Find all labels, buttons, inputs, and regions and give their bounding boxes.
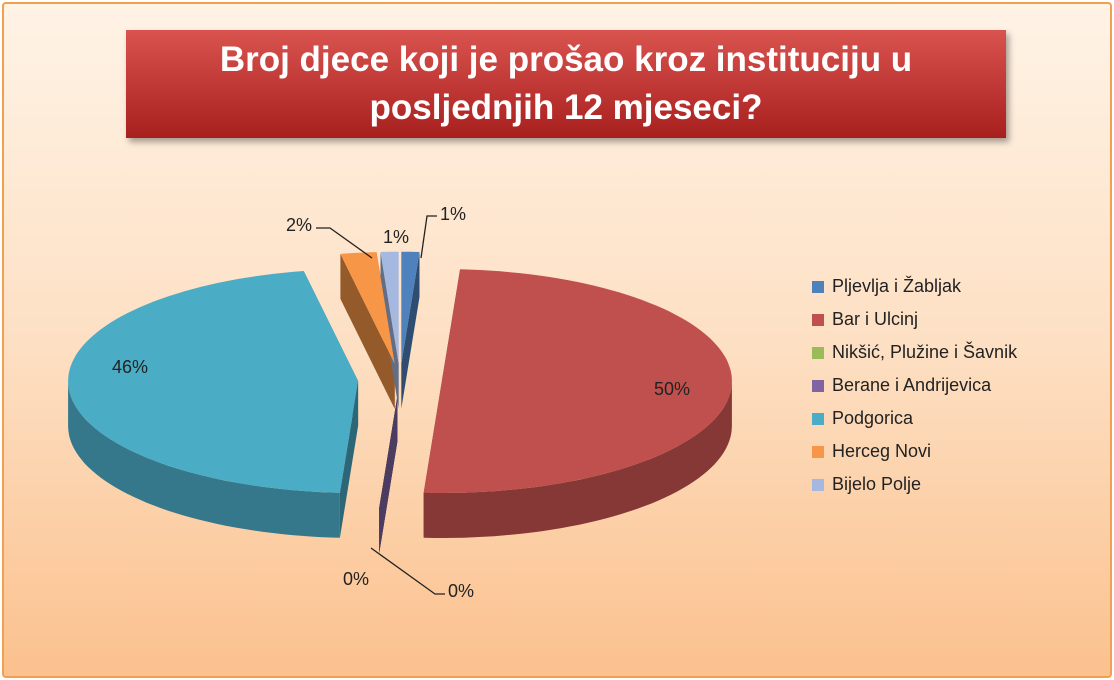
leader-line [370, 547, 445, 595]
slice-radial-wall [379, 396, 398, 553]
legend-swatch [812, 446, 824, 458]
legend-label: Herceg Novi [832, 441, 931, 461]
slice-side [380, 252, 399, 409]
leader-line [316, 227, 373, 259]
leader-line [420, 215, 437, 259]
legend-swatch [812, 347, 824, 359]
slice [340, 252, 395, 364]
data-label: 0% [448, 581, 474, 601]
legend-label: Bijelo Polje [832, 474, 921, 494]
slice-outer-wall [68, 381, 340, 538]
legend-label: Berane i Andrijevica [832, 375, 992, 395]
data-label: 1% [440, 204, 466, 224]
legend-swatch [812, 413, 824, 425]
data-label: 0% [343, 569, 369, 589]
legend-swatch [812, 281, 824, 293]
slice-radial-wall [380, 252, 399, 409]
data-label: 50% [654, 379, 690, 399]
legend-label: Podgorica [832, 408, 914, 428]
slice [423, 269, 732, 493]
legend-label: Pljevlja i Žabljak [832, 276, 962, 296]
data-label: 46% [112, 357, 148, 377]
legend-swatch [812, 380, 824, 392]
legend-swatch [812, 479, 824, 491]
slice [380, 251, 399, 364]
slice [401, 251, 420, 364]
legend-label: Bar i Ulcinj [832, 309, 918, 329]
slice-side [401, 252, 420, 409]
slice-radial-wall [339, 381, 359, 538]
slice-radial-wall [401, 252, 420, 409]
legend-label: Nikšić, Plužine i Šavnik [832, 341, 1018, 362]
data-label: 1% [383, 227, 409, 247]
slice-side [379, 396, 398, 553]
legend-swatch [812, 314, 824, 326]
slice [68, 271, 359, 493]
slice-outer-wall [423, 381, 732, 538]
data-label: 2% [286, 215, 312, 235]
slice-radial-wall [340, 253, 395, 409]
chart-title: Broj djece koji je prošao kroz instituci… [126, 30, 1006, 138]
